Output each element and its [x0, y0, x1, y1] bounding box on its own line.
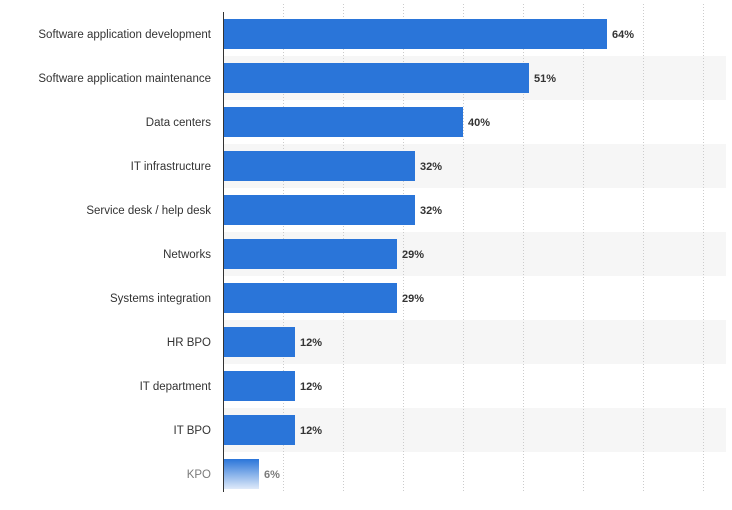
- row-bands: [223, 56, 726, 452]
- bar: [223, 107, 463, 137]
- value-label: 12%: [300, 381, 322, 393]
- category-label: Software application maintenance: [38, 73, 211, 85]
- category-label: Networks: [163, 249, 211, 261]
- category-label: KPO: [187, 469, 211, 481]
- value-label: 12%: [300, 337, 322, 349]
- row-band: [223, 408, 726, 452]
- value-label: 64%: [612, 29, 634, 41]
- category-label: Data centers: [146, 117, 211, 129]
- value-label: 51%: [534, 73, 556, 85]
- category-label: IT infrastructure: [131, 161, 211, 173]
- bar: [223, 283, 397, 313]
- value-labels: 64% 51% 40% 32% 32% 29% 29% 12% 12% 12% 6%: [264, 29, 634, 481]
- category-label: Software application development: [38, 29, 211, 41]
- value-label: 6%: [264, 469, 280, 481]
- bar: [223, 63, 529, 93]
- row-band: [223, 320, 726, 364]
- category-label: Service desk / help desk: [86, 205, 211, 217]
- bar: [223, 239, 397, 269]
- bar: [223, 195, 415, 225]
- value-label: 29%: [402, 249, 424, 261]
- category-label: IT BPO: [174, 425, 212, 437]
- value-label: 40%: [468, 117, 490, 129]
- bar: [223, 459, 259, 489]
- category-label: Systems integration: [110, 293, 211, 305]
- category-label: IT department: [140, 381, 212, 393]
- bar: [223, 371, 295, 401]
- value-label: 12%: [300, 425, 322, 437]
- value-label: 29%: [402, 293, 424, 305]
- bar: [223, 415, 295, 445]
- category-labels: Software application development Software…: [38, 29, 211, 481]
- bars: [223, 19, 607, 489]
- value-label: 32%: [420, 161, 442, 173]
- value-label: 32%: [420, 205, 442, 217]
- bar: [223, 327, 295, 357]
- bar: [223, 151, 415, 181]
- bar: [223, 19, 607, 49]
- category-label: HR BPO: [167, 337, 211, 349]
